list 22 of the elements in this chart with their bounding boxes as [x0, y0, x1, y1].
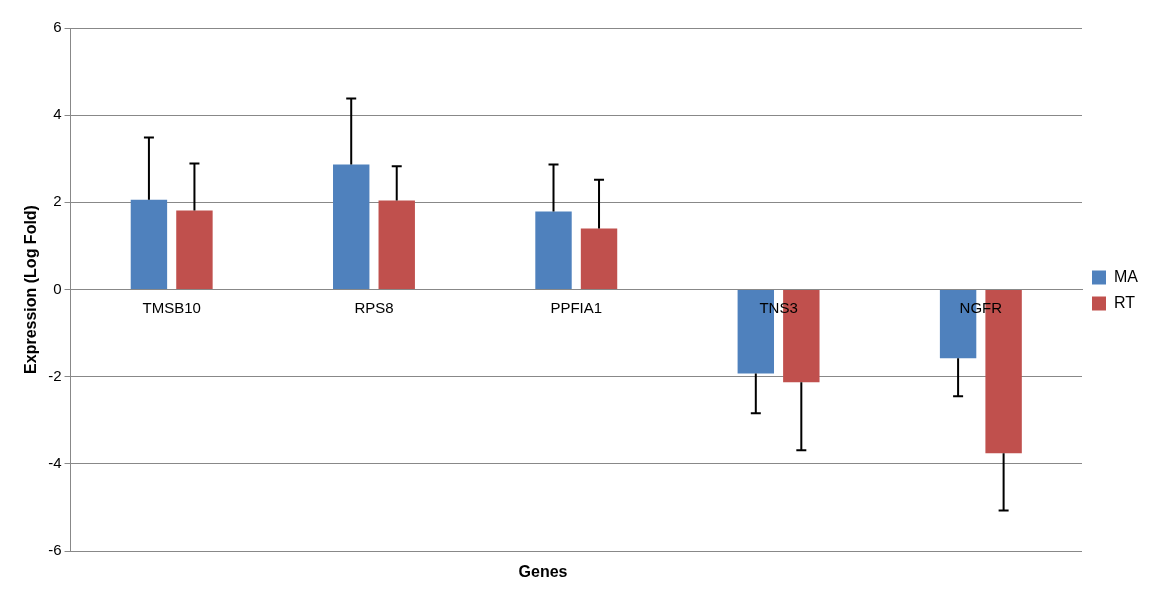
- legend-label: MA: [1114, 267, 1139, 285]
- x-tick-label: PPFIA1: [550, 299, 603, 317]
- y-tick-label: 4: [53, 105, 62, 123]
- x-tick-label: TNS3: [759, 299, 798, 317]
- y-tick-label: 0: [53, 279, 62, 297]
- y-tick-label: -6: [48, 541, 62, 559]
- y-tick-label: -2: [48, 366, 62, 384]
- legend-label: RT: [1114, 293, 1136, 311]
- bar: [580, 228, 618, 289]
- bar: [130, 199, 168, 289]
- bar: [176, 210, 213, 289]
- bar: [378, 200, 415, 289]
- x-axis-title: Genes: [517, 563, 569, 581]
- x-tick-label: TMSB10: [142, 299, 201, 317]
- bar: [535, 211, 572, 289]
- y-tick-label: -4: [48, 453, 62, 471]
- x-tick-label: NGFR: [959, 299, 1003, 317]
- x-tick-label: RPS8: [354, 299, 394, 317]
- y-tick-label: 6: [53, 18, 62, 36]
- y-axis-title: Expression (Log Fold): [22, 205, 40, 374]
- y-tick-label: 2: [53, 192, 62, 210]
- bar: [333, 164, 370, 289]
